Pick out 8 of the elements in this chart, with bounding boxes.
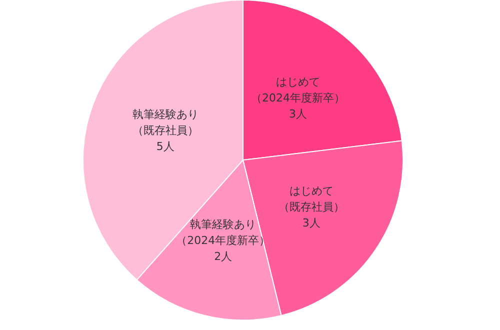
slice-label: はじめて（既存社員）	[278, 184, 344, 214]
data-label: 3人	[302, 216, 320, 230]
slice-label: はじめて（2024年度新卒）	[251, 75, 346, 104]
data-label: 2人	[214, 250, 232, 264]
data-label: 5人	[156, 140, 174, 154]
slice-label: 執筆経験あり（既存社員）	[132, 108, 198, 138]
data-label: 3人	[289, 107, 308, 120]
slice-label: 執筆経験あり（2024年度新卒）	[176, 218, 270, 248]
